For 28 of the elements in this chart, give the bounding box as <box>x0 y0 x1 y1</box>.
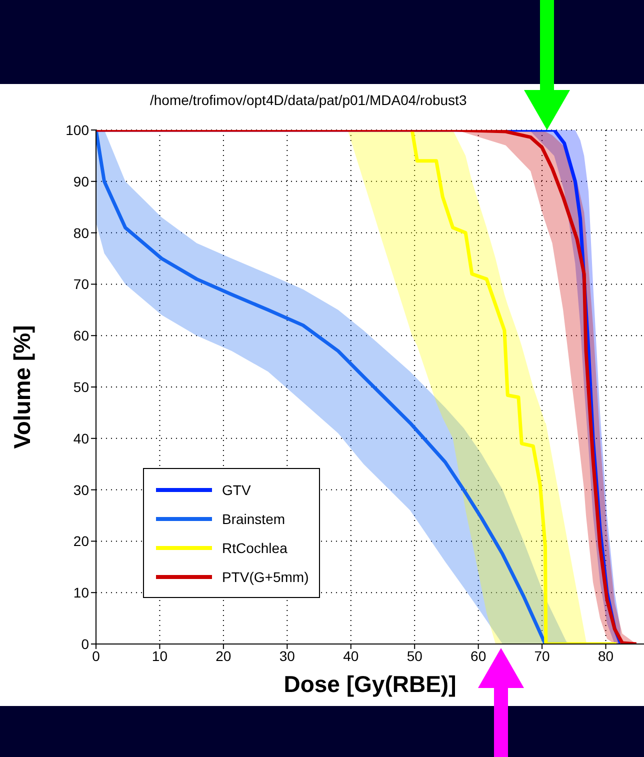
y-tick-label: 50 <box>73 378 90 395</box>
x-tick-label: 30 <box>279 648 296 664</box>
x-tick-label: 20 <box>216 648 232 664</box>
x-tick-label: 40 <box>343 648 359 664</box>
x-axis-title: Dose [Gy(RBE)] <box>284 671 456 697</box>
y-axis-title: Volume [%] <box>9 325 36 449</box>
x-tick-label: 10 <box>152 648 168 664</box>
line-series <box>410 130 618 644</box>
y-tick-label: 30 <box>73 482 90 498</box>
x-tick-label: 60 <box>470 648 486 664</box>
chart-title: /home/trofimov/opt4D/data/pat/p01/MDA04/robust3 <box>150 92 467 108</box>
x-tick-label: 0 <box>92 648 100 664</box>
legend-label: PTV(G+5mm) <box>222 568 309 584</box>
legend-label: RtCochlea <box>222 540 288 556</box>
y-tick-label: 0 <box>81 636 90 652</box>
y-tick-label: 100 <box>66 122 90 138</box>
y-tick-label: 40 <box>73 430 90 446</box>
legend-label: GTV <box>222 482 251 498</box>
x-tick-label: 70 <box>534 648 550 664</box>
x-tick-label: 50 <box>406 648 423 664</box>
legend-label: Brainstem <box>222 510 286 526</box>
x-tick-label: 80 <box>598 648 614 664</box>
y-tick-label: 80 <box>73 224 90 241</box>
y-tick-label: 70 <box>73 276 90 292</box>
y-tick-label: 90 <box>73 173 90 190</box>
y-tick-label: 10 <box>73 584 90 601</box>
y-tick-label: 60 <box>73 328 90 344</box>
y-tick-label: 20 <box>73 533 90 550</box>
